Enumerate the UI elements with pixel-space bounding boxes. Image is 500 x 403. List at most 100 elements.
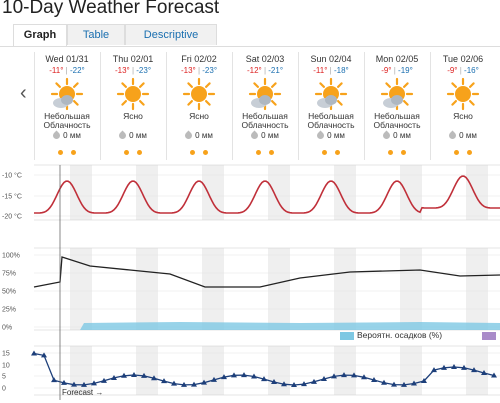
day-mini-icons	[35, 142, 99, 160]
chevron-left-icon[interactable]: ‹	[20, 82, 27, 104]
wind-arrow	[91, 380, 97, 386]
wind-arrow	[371, 377, 377, 383]
humidity-line	[33, 256, 500, 288]
wind-arrow	[481, 369, 487, 375]
day-high: -12°	[246, 66, 262, 75]
precip-probability-area	[80, 322, 500, 330]
mini-sun-icon	[322, 150, 327, 155]
wind-arrow	[31, 350, 37, 356]
day-condition: Ясно	[189, 111, 209, 121]
wind-arrow	[131, 372, 137, 378]
day-date: Sun 02/04	[310, 54, 352, 64]
day-column[interactable]: Fri 02/02 -13° | -23° Ясно 0 мм	[166, 52, 231, 160]
night-band	[334, 165, 356, 220]
night-band	[136, 346, 158, 395]
day-high: -11°	[313, 66, 328, 75]
wind-arrow	[211, 376, 217, 382]
wind-arrow	[461, 364, 467, 370]
wind-arrow	[451, 364, 457, 369]
day-date: Tue 02/06	[442, 54, 484, 64]
sun-icon	[116, 77, 150, 111]
mini-sun-icon	[124, 150, 129, 155]
wind-arrow	[51, 377, 57, 383]
wind-arrow	[221, 374, 227, 380]
wind-arrow	[331, 373, 337, 379]
day-date: Mon 02/05	[375, 54, 419, 64]
day-precip: 0 мм	[35, 130, 99, 141]
day-column[interactable]: Thu 02/01 -13° | -23° Ясно 0 мм	[100, 52, 165, 160]
day-precip: 0 мм	[299, 130, 363, 141]
day-condition: Небольшая Облачность	[43, 111, 91, 130]
day-temps: -13° | -23°	[114, 66, 152, 75]
wind-arrow	[201, 379, 207, 385]
mini-sun-icon	[71, 150, 76, 155]
day-column[interactable]: Wed 01/31 -11° | -22° Небольшая Облачнос…	[34, 52, 99, 160]
y-tick-label: 15	[2, 351, 10, 358]
forecast-marker-label: Forecast →	[62, 388, 104, 397]
wind-arrow	[161, 378, 167, 384]
night-band	[70, 346, 92, 395]
wind-arrow	[41, 352, 47, 358]
day-mini-icons	[101, 142, 165, 160]
wind-arrow	[421, 377, 427, 383]
night-band	[202, 346, 224, 395]
wind-arrow	[151, 375, 157, 381]
wind-arrow	[491, 372, 497, 378]
sun-icon	[446, 77, 480, 111]
day-strip: Wed 01/31 -11° | -22° Небольшая Облачнос…	[34, 52, 500, 160]
wind-arrow	[411, 380, 417, 386]
day-low: -22°	[69, 66, 85, 75]
night-band	[334, 346, 356, 395]
y-tick-label: 5	[2, 374, 6, 381]
y-tick-label: -20 °C	[2, 213, 22, 221]
page-title: 10-Day Weather Forecast	[2, 0, 220, 18]
day-column[interactable]: Tue 02/06 -9° | -16° Ясно 0 мм	[430, 52, 495, 160]
tab-table[interactable]: Table	[67, 24, 125, 45]
sun-cloud-icon	[50, 77, 84, 111]
y-tick-label: 75%	[2, 271, 16, 278]
day-column[interactable]: Sat 02/03 -12° | -21° Небольшая Облачнос…	[232, 52, 297, 160]
wind-arrow	[381, 379, 387, 385]
day-column[interactable]: Mon 02/05 -9° | -19° Небольшая Облачност…	[364, 52, 429, 160]
mini-sun-icon	[137, 150, 142, 155]
y-tick-label: 0%	[2, 325, 12, 332]
day-high: -11°	[49, 66, 64, 75]
night-band	[268, 346, 290, 395]
sun-icon	[182, 77, 216, 111]
wind-arrow	[281, 381, 287, 387]
wind-arrow	[391, 381, 397, 387]
wind-arrow	[111, 374, 117, 380]
mini-sun-icon	[256, 150, 261, 155]
wind-arrow	[181, 381, 187, 387]
night-band	[466, 248, 488, 330]
mini-sun-icon	[335, 150, 340, 155]
mini-sun-icon	[454, 150, 459, 155]
day-date: Thu 02/01	[112, 54, 154, 64]
day-date: Wed 01/31	[45, 54, 89, 64]
day-date: Sat 02/03	[245, 54, 285, 64]
day-temps: -9° | -19°	[381, 66, 413, 75]
day-precip: 0 мм	[365, 130, 429, 141]
second-legend	[482, 330, 499, 340]
y-tick-label: 10	[2, 363, 10, 370]
precip-legend-swatch	[340, 331, 354, 340]
day-condition: Ясно	[453, 111, 473, 121]
tab-graph[interactable]: Graph	[13, 24, 67, 47]
mini-sun-icon	[58, 150, 63, 155]
day-mini-icons	[431, 142, 495, 160]
day-low: -23°	[136, 66, 152, 75]
precip-legend: Вероятн. осадков (%)	[340, 330, 442, 340]
precip-legend-label: Вероятн. осадков (%)	[357, 330, 443, 340]
wind-arrow	[71, 381, 77, 387]
day-mini-icons	[365, 142, 429, 160]
tab-descriptive[interactable]: Descriptive	[125, 24, 217, 45]
wind-arrow	[431, 367, 437, 373]
wind-arrow	[241, 372, 247, 378]
day-precip: 0 мм	[431, 130, 495, 141]
night-band	[400, 248, 422, 330]
wind-arrow	[81, 381, 87, 387]
wind-arrow	[291, 381, 297, 387]
day-high: -13°	[114, 66, 130, 75]
day-low: -16°	[464, 66, 479, 75]
day-column[interactable]: Sun 02/04 -11° | -18° Небольшая Облачнос…	[298, 52, 363, 160]
